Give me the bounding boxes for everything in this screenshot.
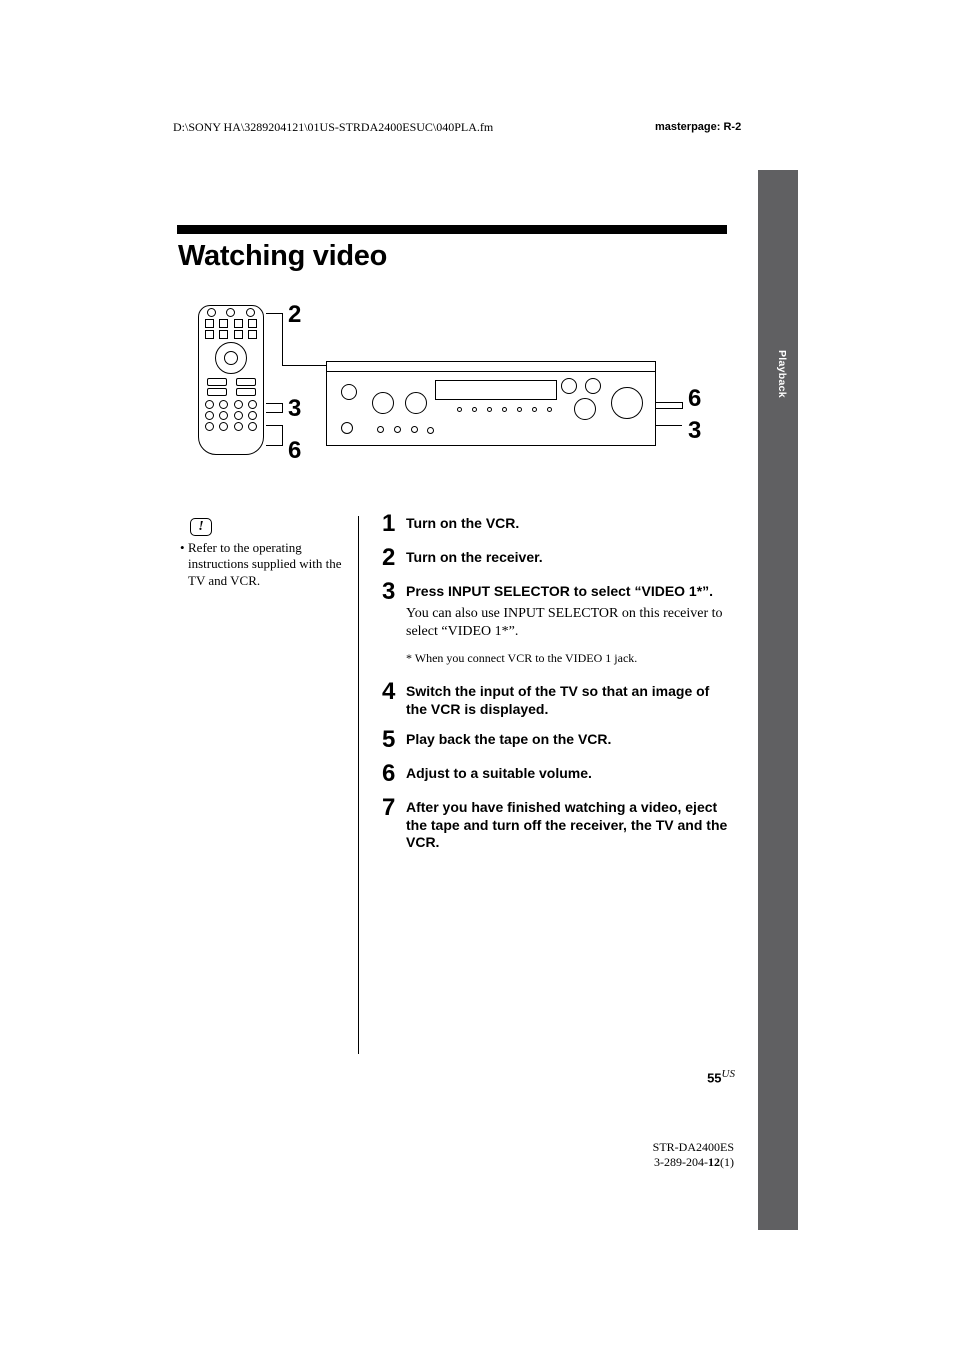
callout-3-right: 3 bbox=[688, 417, 701, 445]
step-1: 1 Turn on the VCR. bbox=[382, 510, 732, 536]
step-divider bbox=[358, 516, 359, 1054]
callout-3-left: 3 bbox=[288, 395, 301, 423]
steps-list: 1 Turn on the VCR. 2 Turn on the receive… bbox=[382, 510, 732, 860]
step-5: 5 Play back the tape on the VCR. bbox=[382, 726, 732, 752]
callout-6-left: 6 bbox=[288, 437, 301, 465]
callout-6-right: 6 bbox=[688, 385, 701, 413]
note-text: •Refer to the operating instructions sup… bbox=[180, 540, 350, 589]
step-3: 3 Press INPUT SELECTOR to select “VIDEO … bbox=[382, 578, 732, 670]
remote-illustration bbox=[198, 305, 264, 455]
page-title: Watching video bbox=[178, 240, 387, 273]
masterpage-label: masterpage: R-2 bbox=[655, 121, 741, 133]
title-rule bbox=[177, 225, 727, 234]
page-number: 55US bbox=[707, 1068, 735, 1085]
step-7: 7 After you have finished watching a vid… bbox=[382, 794, 732, 852]
step-2: 2 Turn on the receiver. bbox=[382, 544, 732, 570]
model-info: STR-DA2400ES 3-289-204-12(1) bbox=[653, 1140, 734, 1170]
callout-2-left: 2 bbox=[288, 301, 301, 329]
caution-icon: ! bbox=[190, 518, 212, 536]
side-tab-label: Playback bbox=[768, 350, 788, 398]
diagram: 2 3 6 6 3 bbox=[198, 305, 708, 475]
side-tab: Playback bbox=[758, 170, 798, 1230]
step-6: 6 Adjust to a suitable volume. bbox=[382, 760, 732, 786]
step-4: 4 Switch the input of the TV so that an … bbox=[382, 678, 732, 718]
receiver-illustration bbox=[326, 361, 656, 446]
file-path: D:\SONY HA\3289204121\01US-STRDA2400ESUC… bbox=[173, 120, 493, 135]
